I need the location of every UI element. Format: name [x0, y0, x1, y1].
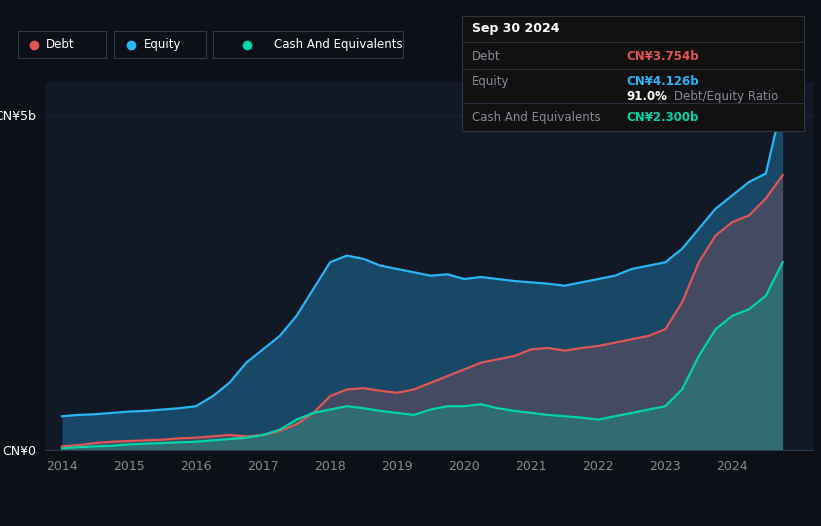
Text: Debt: Debt: [472, 50, 501, 63]
Text: Debt/Equity Ratio: Debt/Equity Ratio: [674, 90, 778, 103]
Text: Debt: Debt: [46, 38, 75, 51]
Text: Cash And Equivalents: Cash And Equivalents: [472, 110, 601, 124]
Text: CN¥3.754b: CN¥3.754b: [626, 50, 699, 63]
Text: Cash And Equivalents: Cash And Equivalents: [273, 38, 402, 51]
Text: CN¥2.300b: CN¥2.300b: [626, 110, 699, 124]
Text: CN¥4.126b: CN¥4.126b: [626, 75, 699, 88]
Text: Equity: Equity: [472, 75, 510, 88]
Text: 91.0%: 91.0%: [626, 90, 667, 103]
Text: Equity: Equity: [144, 38, 181, 51]
Text: Sep 30 2024: Sep 30 2024: [472, 22, 560, 35]
